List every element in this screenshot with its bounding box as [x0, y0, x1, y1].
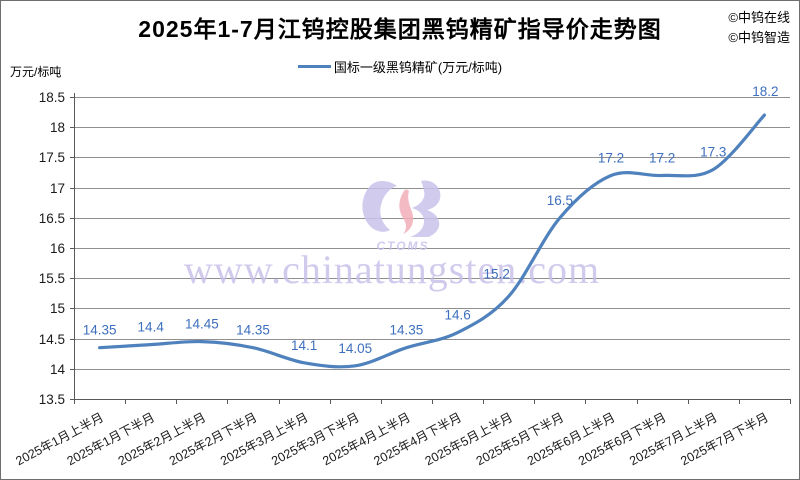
x-tick-label: 2025年4月上半月 — [320, 410, 412, 468]
x-tick-label: 2025年4月下半月 — [372, 410, 464, 468]
logo-right-swirl — [410, 180, 441, 239]
x-tick-label: 2025年7月上半月 — [627, 410, 719, 468]
y-tick-label: 14 — [50, 362, 66, 377]
credits: ©中钨在线 ©中钨智造 — [728, 8, 790, 48]
logo-middle-flame — [399, 189, 414, 234]
data-label: 14.4 — [138, 320, 165, 335]
watermark-logo: CTOMS — [357, 179, 449, 253]
x-tick-label: 2025年7月下半月 — [678, 410, 770, 468]
x-tick-label: 2025年3月下半月 — [269, 410, 361, 468]
watermark-text: www.chinatungsten.com — [184, 247, 601, 292]
x-tick-label: 2025年6月上半月 — [525, 410, 617, 468]
data-label: 18.2 — [752, 84, 778, 99]
x-tick-label: 2025年2月上半月 — [116, 410, 208, 468]
credit-line-chinatungsten-online: ©中钨在线 — [728, 10, 790, 25]
data-label: 14.45 — [185, 317, 219, 332]
data-label: 14.05 — [338, 341, 372, 356]
legend-label: 国标一级黑钨精矿(万元/标吨) — [333, 60, 503, 75]
x-tick-label: 2025年1月上半月 — [14, 410, 106, 468]
x-tick-label: 2025年2月下半月 — [167, 410, 259, 468]
data-label: 16.5 — [547, 193, 573, 208]
data-label: 14.35 — [83, 323, 117, 338]
y-tick-label: 16 — [50, 241, 65, 256]
y-tick-label: 17 — [50, 181, 65, 196]
x-tick-label: 2025年5月上半月 — [423, 410, 515, 468]
credit-line-chinatungsten-smart: ©中钨智造 — [728, 30, 790, 46]
data-label: 14.6 — [444, 308, 470, 323]
data-label: 17.2 — [649, 151, 675, 166]
logo-left-flame — [362, 180, 397, 232]
y-tick-label: 15.5 — [39, 271, 65, 286]
y-tick-label: 17.5 — [39, 150, 65, 165]
chart-title: 2025年1-7月江钨控股集团黑钨精矿指导价走势图 — [138, 16, 662, 42]
x-tick-label: 2025年5月下半月 — [474, 410, 566, 468]
x-tick-label: 2025年3月上半月 — [218, 410, 310, 468]
y-tick-label: 18 — [50, 120, 65, 135]
data-label: 17.3 — [700, 145, 726, 160]
data-label: 14.1 — [291, 338, 317, 353]
data-label: 14.35 — [236, 323, 270, 338]
y-tick-label: 14.5 — [39, 332, 65, 347]
ctoms-logo-icon — [362, 180, 441, 239]
y-axis-unit-label: 万元/标吨 — [10, 65, 62, 79]
y-tick-label: 13.5 — [39, 392, 65, 407]
legend-line-swatch — [297, 65, 331, 68]
x-tick-label: 2025年6月下半月 — [576, 410, 668, 468]
y-tick-label: 16.5 — [39, 211, 65, 226]
y-tick-label: 18.5 — [39, 90, 65, 105]
legend: 国标一级黑钨精矿(万元/标吨) — [1, 57, 799, 76]
data-label: 14.35 — [390, 323, 424, 338]
x-tick-label: 2025年1月下半月 — [65, 410, 157, 468]
data-label: 17.2 — [598, 151, 624, 166]
y-tick-label: 15 — [50, 301, 65, 316]
